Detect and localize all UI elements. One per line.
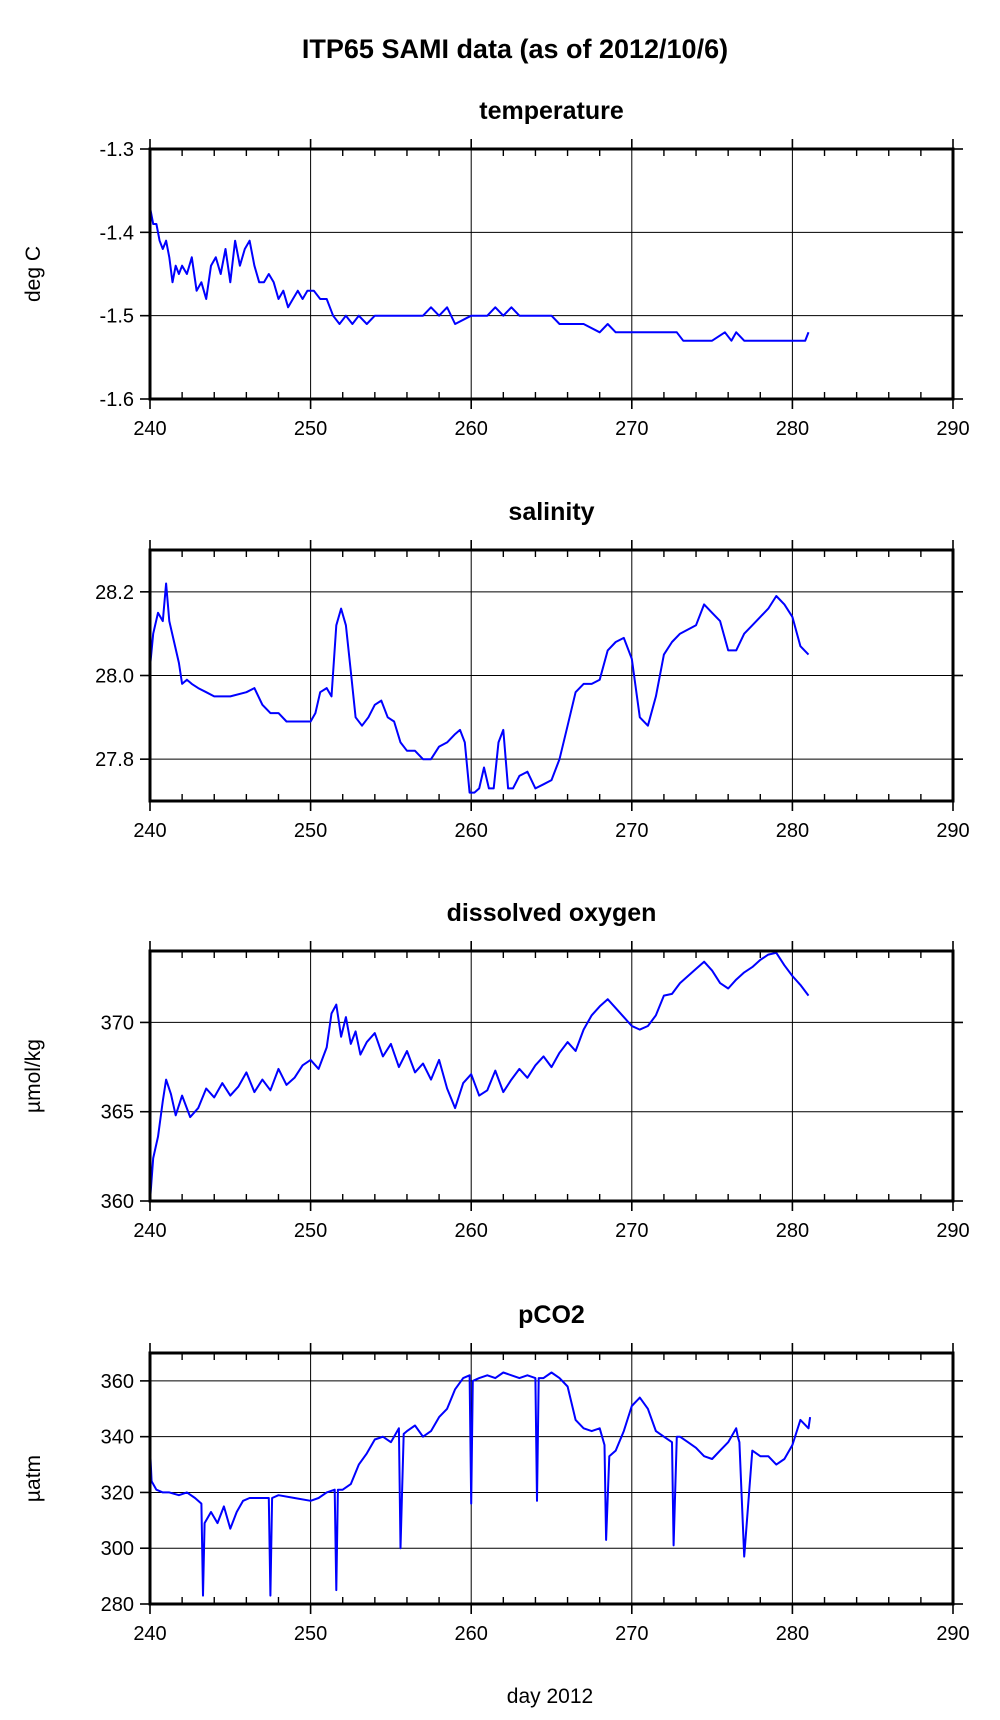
x-tick-label-3-0: 240: [133, 1623, 166, 1645]
figure-title: ITP65 SAMI data (as of 2012/10/6): [302, 34, 728, 64]
y-tick-label-0-3: -1.3: [100, 139, 134, 161]
plot-frame-3: [148, 1351, 955, 1606]
x-tick-label-1-3: 270: [615, 820, 648, 842]
x-tick-label-1-0: 240: [133, 820, 166, 842]
series-line-1: [149, 582, 810, 794]
panel-2-title: dissolved oxygen: [447, 899, 657, 927]
y-tick-label-3-4: 360: [101, 1371, 134, 1393]
series-line-2: [149, 951, 810, 1202]
x-axis-label: day 2012: [507, 1685, 593, 1708]
x-tick-label-2-4: 280: [776, 1220, 809, 1242]
y-tick-label-0-0: -1.6: [100, 389, 134, 411]
x-tick-label-3-3: 270: [615, 1623, 648, 1645]
y-tick-label-3-3: 340: [101, 1427, 134, 1449]
plot-frame-1: [148, 548, 955, 803]
panel-3: pCO2 240 250 260 270 280 290 280 300 320 340 360 µat…: [22, 1301, 970, 1645]
series-line-0: [149, 207, 810, 342]
y-axis-label-0: deg C: [22, 246, 45, 302]
x-tick-label-2-3: 270: [615, 1220, 648, 1242]
panels: temperature 240 250 260 270 280 290 -1.6 -1.5 -1.…: [22, 97, 970, 1645]
plot-frame-2: [148, 949, 955, 1203]
x-tick-label-2-2: 260: [455, 1220, 488, 1242]
y-tick-label-0-2: -1.4: [100, 222, 134, 244]
y-axis-label-2: µmol/kg: [22, 1039, 45, 1113]
x-tick-label-0-4: 280: [776, 418, 809, 440]
x-tick-label-0-2: 260: [455, 418, 488, 440]
y-tick-label-2-1: 365: [101, 1102, 134, 1124]
panel-0: temperature 240 250 260 270 280 290 -1.6 -1.5 -1.…: [22, 97, 970, 440]
y-tick-label-3-2: 320: [101, 1482, 134, 1504]
x-tick-label-3-1: 250: [294, 1623, 327, 1645]
y-axis-label-3: µatm: [22, 1455, 45, 1502]
panel-2: dissolved oxygen 240 250 260 270 280 290 360 365…: [22, 899, 970, 1242]
y-tick-label-1-0: 27.8: [95, 749, 134, 771]
panel-0-title: temperature: [479, 97, 624, 125]
panel-3-title: pCO2: [518, 1301, 585, 1329]
x-tick-label-0-1: 250: [294, 418, 327, 440]
y-tick-label-1-1: 28.0: [95, 666, 134, 688]
y-tick-label-2-0: 360: [101, 1191, 134, 1213]
x-tick-label-2-0: 240: [133, 1220, 166, 1242]
x-tick-label-2-5: 290: [936, 1220, 969, 1242]
x-tick-label-1-5: 290: [936, 820, 969, 842]
series-line-3: [149, 1371, 812, 1597]
x-tick-label-1-1: 250: [294, 820, 327, 842]
y-tick-label-0-1: -1.5: [100, 306, 134, 328]
panel-1: salinity 240 250 260 270 280 290 27.8 28.0 28.2: [95, 498, 970, 842]
plot-frame-0: [148, 147, 955, 401]
x-tick-label-0-3: 270: [615, 418, 648, 440]
x-tick-label-0-5: 290: [936, 418, 969, 440]
x-tick-label-3-2: 260: [455, 1623, 488, 1645]
x-tick-label-2-1: 250: [294, 1220, 327, 1242]
y-tick-label-3-1: 300: [101, 1538, 134, 1560]
x-tick-label-3-4: 280: [776, 1623, 809, 1645]
x-tick-label-3-5: 290: [936, 1623, 969, 1645]
x-tick-label-1-4: 280: [776, 820, 809, 842]
x-tick-label-1-2: 260: [455, 820, 488, 842]
y-tick-label-3-0: 280: [101, 1594, 134, 1616]
y-tick-label-2-2: 370: [101, 1012, 134, 1034]
y-tick-label-1-2: 28.2: [95, 582, 134, 604]
panel-1-title: salinity: [508, 498, 594, 526]
x-tick-label-0-0: 240: [133, 418, 166, 440]
